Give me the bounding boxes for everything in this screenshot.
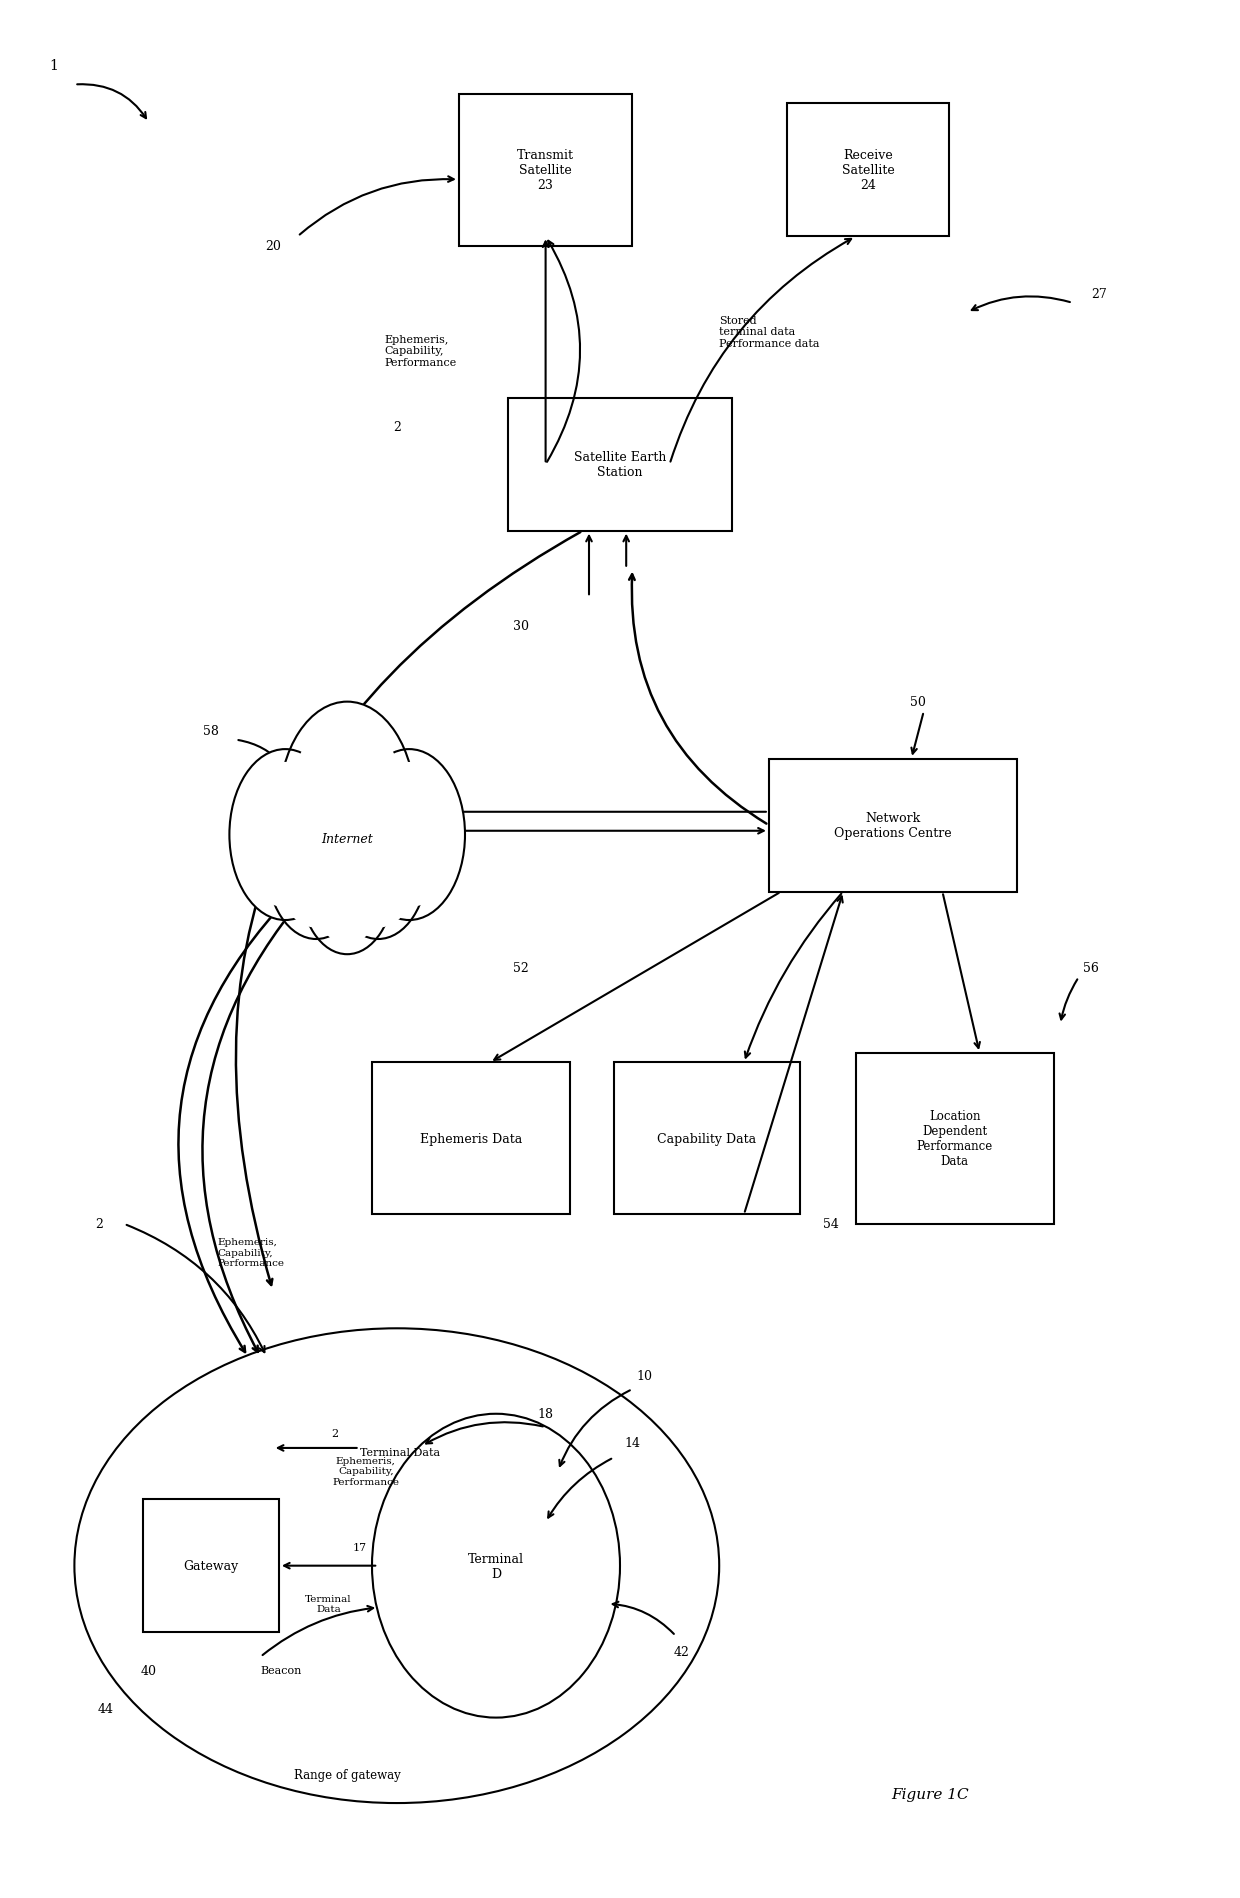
FancyBboxPatch shape [459,95,632,247]
Circle shape [353,750,465,921]
Circle shape [329,788,428,940]
Text: 18: 18 [538,1408,553,1420]
Text: Terminal
Data: Terminal Data [305,1594,352,1613]
Text: Location
Dependent
Performance
Data: Location Dependent Performance Data [916,1110,993,1167]
Text: 54: 54 [823,1219,838,1230]
FancyBboxPatch shape [769,759,1017,892]
Circle shape [267,788,366,940]
Ellipse shape [74,1329,719,1803]
Text: 17: 17 [352,1541,367,1553]
Text: Figure 1C: Figure 1C [892,1786,968,1801]
FancyBboxPatch shape [143,1499,279,1632]
Text: 20: 20 [265,241,280,252]
FancyBboxPatch shape [787,104,949,237]
Text: 44: 44 [98,1703,113,1714]
Text: Ephemeris,
Capability,
Performance: Ephemeris, Capability, Performance [384,334,456,368]
Circle shape [300,810,394,955]
Text: Gateway: Gateway [184,1560,238,1572]
Text: Ephemeris Data: Ephemeris Data [420,1133,522,1144]
Text: 40: 40 [141,1665,156,1676]
Text: 2: 2 [331,1427,339,1439]
Text: 50: 50 [910,697,925,708]
Text: Terminal Data: Terminal Data [360,1446,440,1458]
Text: Ephemeris,
Capability,
Performance: Ephemeris, Capability, Performance [332,1456,399,1486]
Text: 52: 52 [513,962,528,974]
Text: 2: 2 [393,421,401,433]
Circle shape [289,717,405,896]
Circle shape [229,750,341,921]
FancyBboxPatch shape [508,399,732,531]
Text: 14: 14 [625,1437,640,1448]
Circle shape [274,799,358,928]
FancyBboxPatch shape [372,1063,570,1215]
Text: Beacon: Beacon [260,1665,301,1676]
Text: Range of gateway: Range of gateway [294,1769,401,1780]
Text: 10: 10 [637,1370,652,1382]
Text: 30: 30 [513,621,528,632]
Text: 58: 58 [203,725,218,736]
FancyBboxPatch shape [614,1063,800,1215]
Text: Satellite Earth
Station: Satellite Earth Station [574,452,666,478]
Text: Capability Data: Capability Data [657,1133,756,1144]
Text: Internet: Internet [321,833,373,845]
Text: 1: 1 [50,59,58,74]
Text: 42: 42 [675,1646,689,1657]
Text: Transmit
Satellite
23: Transmit Satellite 23 [517,150,574,192]
Circle shape [336,799,420,928]
Circle shape [308,822,387,943]
Text: Ephemeris,
Capability,
Performance: Ephemeris, Capability, Performance [217,1237,284,1268]
Circle shape [279,702,415,911]
Text: Terminal
D: Terminal D [467,1553,525,1579]
Text: 27: 27 [1091,288,1107,300]
Text: Stored
terminal data
Performance data: Stored terminal data Performance data [719,315,820,349]
Circle shape [238,763,332,907]
Text: Network
Operations Centre: Network Operations Centre [835,812,951,839]
Text: 56: 56 [1084,962,1099,974]
Circle shape [362,763,456,907]
Text: 2: 2 [95,1219,103,1230]
Ellipse shape [372,1414,620,1718]
FancyBboxPatch shape [856,1053,1054,1224]
Text: Receive
Satellite
24: Receive Satellite 24 [842,150,894,192]
